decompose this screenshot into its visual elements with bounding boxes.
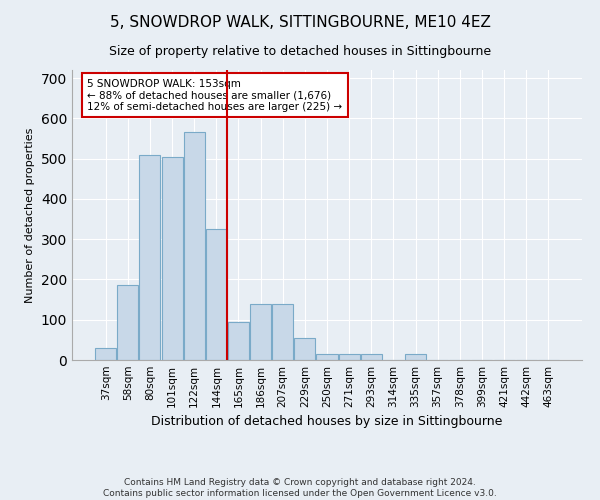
Bar — [405, 354, 426, 360]
Bar — [250, 304, 271, 360]
X-axis label: Distribution of detached houses by size in Sittingbourne: Distribution of detached houses by size … — [151, 416, 503, 428]
Bar — [95, 348, 116, 360]
Bar — [184, 132, 205, 360]
Text: Size of property relative to detached houses in Sittingbourne: Size of property relative to detached ho… — [109, 45, 491, 58]
Text: Contains HM Land Registry data © Crown copyright and database right 2024.
Contai: Contains HM Land Registry data © Crown c… — [103, 478, 497, 498]
Bar — [272, 304, 293, 360]
Bar — [206, 229, 227, 360]
Bar — [361, 354, 382, 360]
Text: 5 SNOWDROP WALK: 153sqm
← 88% of detached houses are smaller (1,676)
12% of semi: 5 SNOWDROP WALK: 153sqm ← 88% of detache… — [88, 78, 343, 112]
Bar — [118, 286, 139, 360]
Text: 5, SNOWDROP WALK, SITTINGBOURNE, ME10 4EZ: 5, SNOWDROP WALK, SITTINGBOURNE, ME10 4E… — [110, 15, 490, 30]
Y-axis label: Number of detached properties: Number of detached properties — [25, 128, 35, 302]
Bar — [316, 354, 338, 360]
Bar — [295, 338, 316, 360]
Bar — [139, 154, 160, 360]
Bar — [228, 322, 249, 360]
Bar — [161, 156, 182, 360]
Bar — [338, 354, 359, 360]
